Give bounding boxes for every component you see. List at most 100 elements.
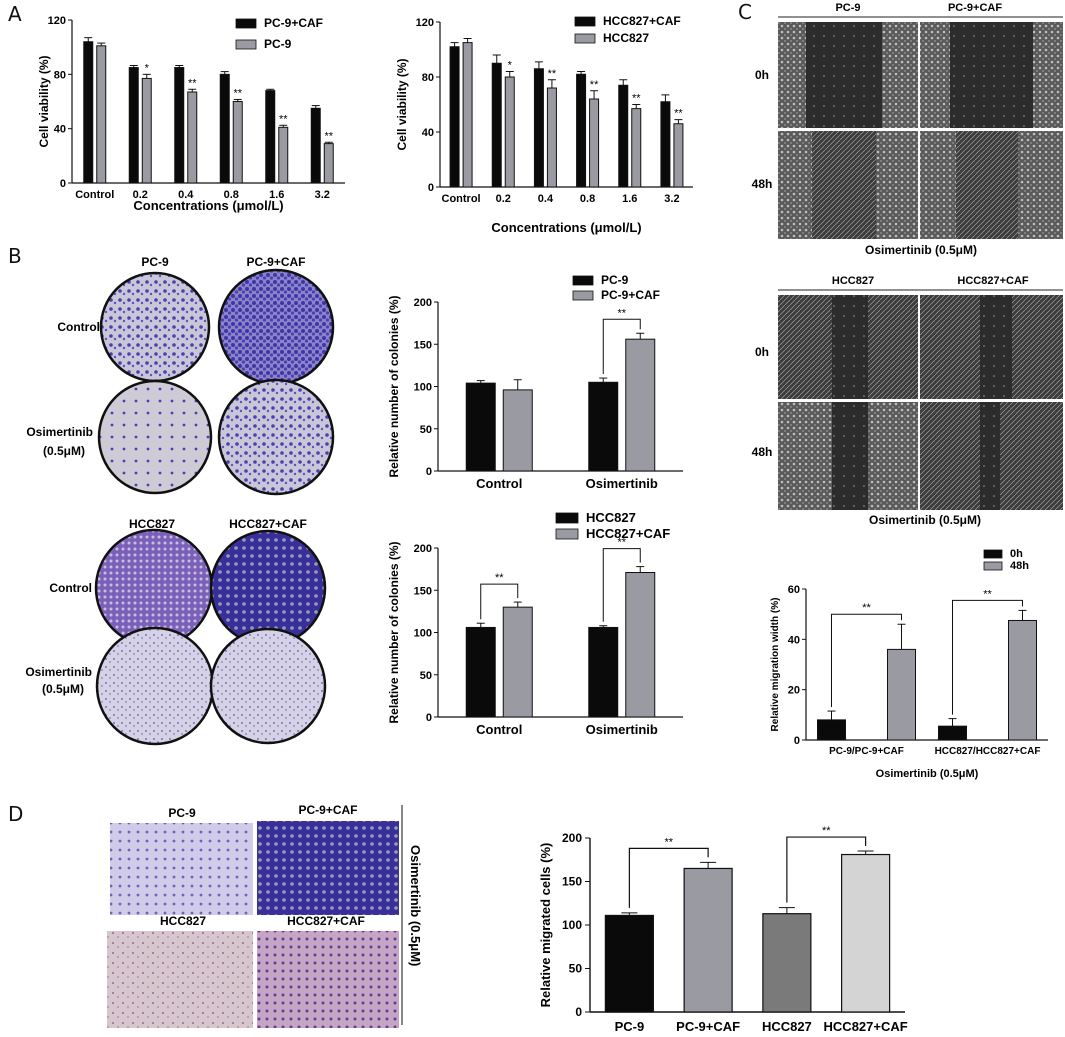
- legend-label: PC-9+CAF: [601, 288, 660, 302]
- y-tick-label: 20: [788, 685, 800, 697]
- significance-label: **: [664, 836, 673, 848]
- chart-a-left: 0 40 80 120 Control 0.2 * 0.4 ** 0.8 ** 1.6 ** 3.2 ** C…: [37, 15, 345, 213]
- legend-swatch: [983, 561, 1003, 571]
- legend-swatch: [574, 33, 596, 44]
- significance-label: **: [617, 307, 626, 319]
- y-tick-label: 50: [420, 424, 432, 436]
- y-axis-label: Relative number of colonies (%): [387, 295, 401, 477]
- legend-label: HCC827+CAF: [603, 14, 681, 28]
- transwell-side-label: Osimertinib (0.5μM): [408, 845, 423, 966]
- wound-image: [778, 22, 806, 128]
- legend-swatch: [572, 290, 594, 301]
- x-tick-label: PC-9: [615, 1019, 645, 1034]
- legend-swatch: [983, 549, 1003, 559]
- significance-bracket: [786, 836, 867, 903]
- colony-plate-image: [95, 626, 215, 746]
- bar: [762, 913, 812, 1013]
- wound-image: [1033, 22, 1063, 128]
- wound-image: [920, 131, 956, 239]
- bar: [310, 107, 321, 184]
- y-tick-label: 0: [794, 735, 800, 747]
- legend-swatch: [235, 18, 257, 29]
- legend-label: HCC827: [603, 31, 649, 45]
- panel-letter-a: A: [8, 2, 22, 26]
- plate-header-pc9: PC-9: [141, 255, 169, 269]
- plate-header-pc9-caf: PC-9+CAF: [246, 255, 305, 269]
- legend-swatch: [555, 512, 579, 524]
- significance-label: **: [632, 93, 641, 105]
- bar: [504, 76, 515, 188]
- legend-label: 0h: [1010, 548, 1023, 560]
- x-tick-label: PC-9/PC-9+CAF: [829, 746, 904, 757]
- panel-letter-d: D: [8, 802, 24, 826]
- colony-plate-image: [209, 627, 327, 745]
- wound-image: [980, 402, 1000, 510]
- bar: [96, 45, 107, 184]
- x-tick-label: 0.4: [178, 189, 194, 201]
- chart-b-top: 0 50 100 150 200 Control Osimertinib ** Relative…: [387, 273, 683, 491]
- legend-label: PC-9: [264, 37, 292, 51]
- colony-plates-hcc827: HCC827 HCC827+CAF Control Osimertinib (0…: [25, 517, 327, 746]
- x-tick-label: HCC827/HCC827+CAF: [935, 746, 1041, 757]
- colony-plates-pc9: PC-9 PC-9+CAF Control Osimertinib (0.5μM…: [26, 255, 335, 496]
- x-tick-label: 1.6: [622, 193, 637, 205]
- transwell-header-pc9: PC-9: [168, 806, 196, 820]
- transwell-header-pc9-caf: PC-9+CAF: [298, 803, 357, 817]
- row-label-0h: 0h: [755, 345, 769, 359]
- y-axis-label: Relative number of colonies (%): [387, 541, 401, 723]
- legend-swatch: [235, 39, 257, 50]
- wound-image: [980, 295, 1012, 399]
- colony-plate-image: [97, 379, 213, 495]
- y-tick-label: 120: [416, 17, 434, 29]
- colony-plate-image: [217, 378, 335, 496]
- y-tick-label: 50: [420, 670, 432, 682]
- y-tick-label: 60: [788, 584, 800, 596]
- chart-b-bottom: 0 50 100 150 200 Control ** Osimertinib ** Relati…: [387, 510, 683, 737]
- x-tick-label: 0.2: [133, 189, 148, 201]
- panel-letter-b: B: [8, 244, 22, 268]
- plate-header-hcc827-caf: HCC827+CAF: [229, 517, 307, 531]
- transwell-header-hcc827: HCC827: [160, 914, 206, 928]
- wound-healing-hcc827: HCC827 HCC827+CAF 0h 48h Osimertinib (0.…: [752, 275, 1063, 527]
- significance-label: **: [495, 572, 504, 584]
- significance-bracket: [602, 318, 641, 375]
- charts-layer: 0 40 80 120 Control 0.2 * 0.4 ** 0.8 ** 1.6 ** 3.2 ** C…: [37, 14, 1048, 1034]
- significance-label: *: [508, 60, 513, 72]
- x-tick-label: Osimertinib: [586, 722, 658, 737]
- x-axis-label: Concentrations (μmol/L): [133, 198, 283, 213]
- legend-swatch: [572, 275, 594, 286]
- significance-label: **: [617, 537, 626, 549]
- bar: [604, 914, 654, 1013]
- bar: [83, 41, 94, 184]
- bar: [128, 67, 139, 184]
- y-tick-label: 0: [60, 178, 66, 190]
- significance-label: **: [548, 68, 557, 80]
- significance-bracket: [952, 599, 1023, 715]
- y-tick-label: 100: [562, 918, 582, 932]
- x-tick-label: 3.2: [664, 193, 679, 205]
- bar: [278, 126, 289, 184]
- legend-swatch: [574, 16, 596, 27]
- wound-image: [876, 131, 918, 239]
- bar: [265, 90, 276, 184]
- bar: [533, 68, 544, 188]
- bar: [462, 42, 473, 188]
- bar: [187, 91, 198, 184]
- transwell-header-hcc827-caf: HCC827+CAF: [287, 914, 365, 928]
- wound-image: [832, 295, 868, 399]
- wound-header-pc9-caf: PC-9+CAF: [948, 2, 1002, 14]
- bar: [576, 73, 587, 188]
- y-tick-label: 80: [422, 72, 434, 84]
- x-tick-label: HCC827+CAF: [824, 1019, 908, 1034]
- y-axis-label: Cell viability (%): [395, 58, 409, 150]
- x-tick-label: 3.2: [315, 189, 330, 201]
- wound-header-pc9: PC-9: [835, 2, 860, 14]
- y-tick-label: 120: [48, 15, 66, 27]
- significance-bracket: [602, 548, 641, 622]
- y-tick-label: 150: [414, 585, 432, 597]
- legend-label: 48h: [1010, 560, 1029, 572]
- y-tick-label: 200: [562, 831, 582, 845]
- bar: [841, 853, 891, 1013]
